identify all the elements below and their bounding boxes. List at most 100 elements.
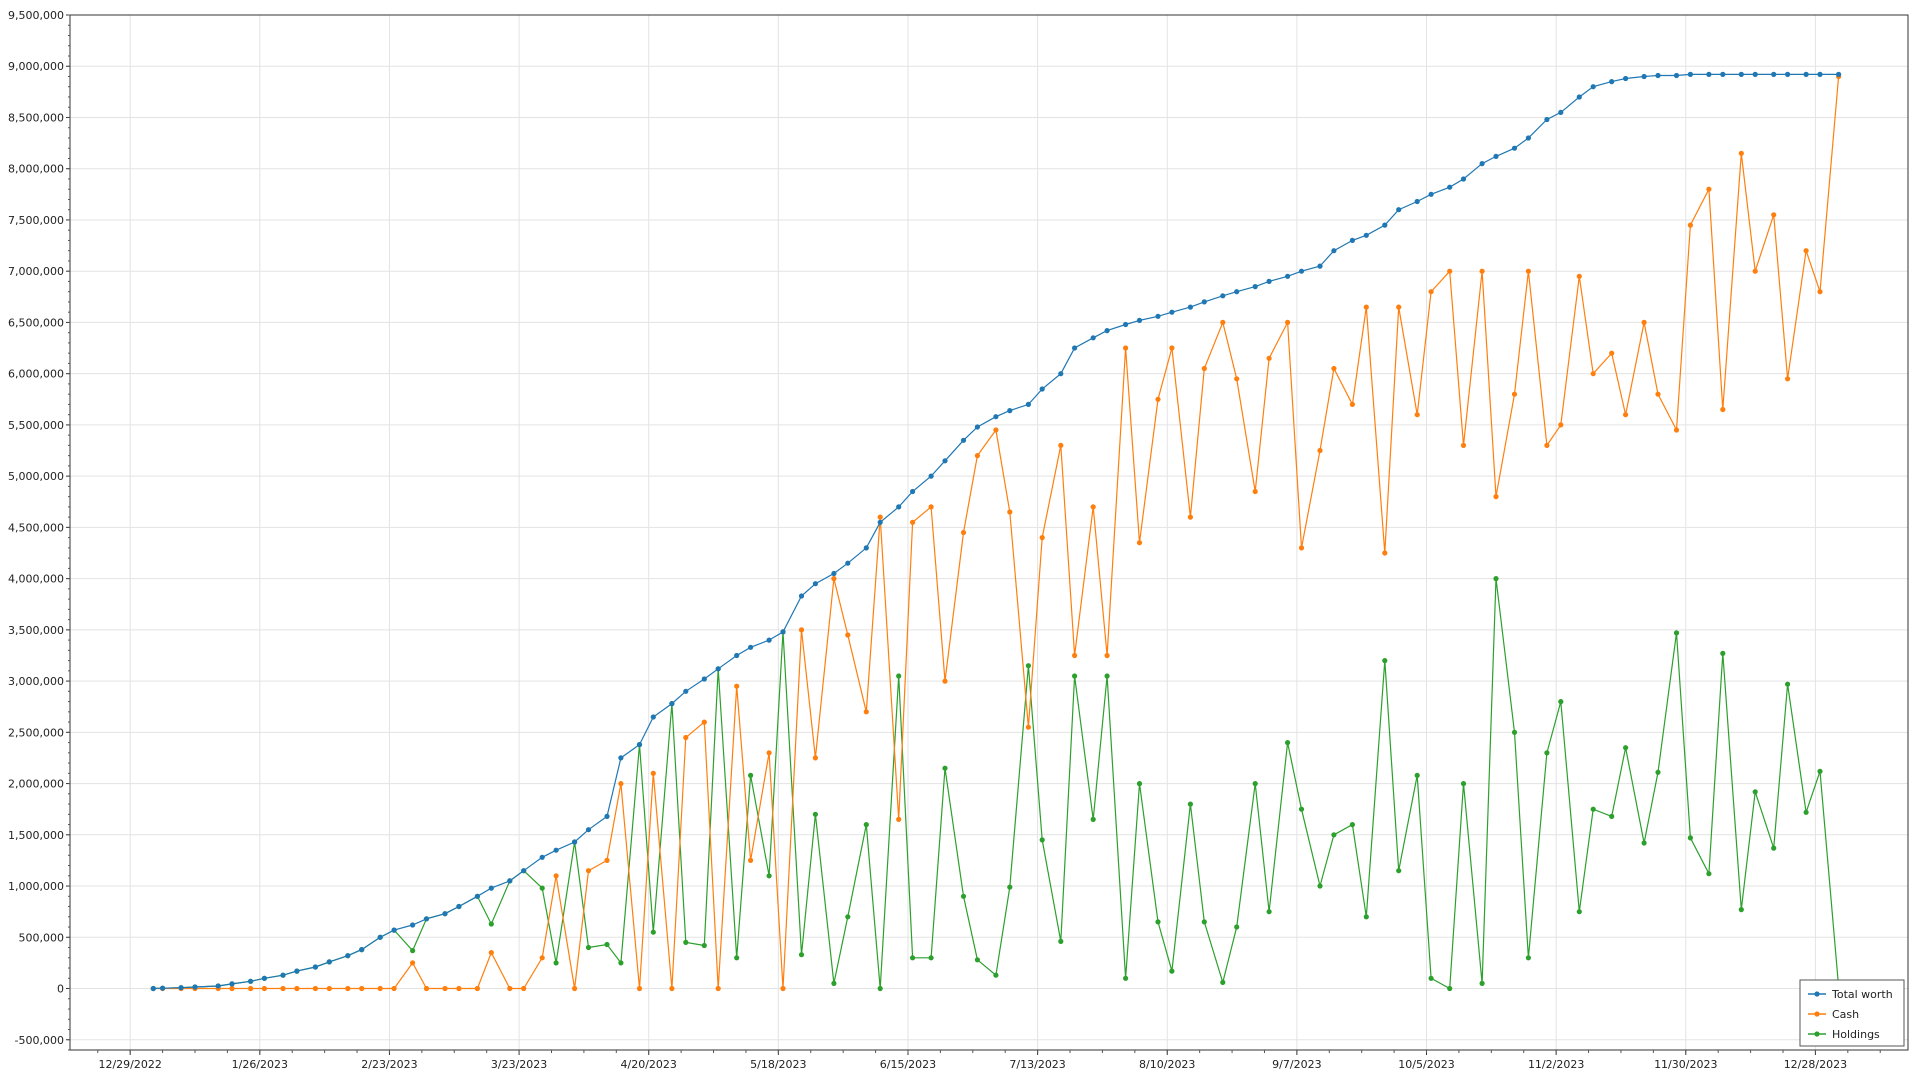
data-point xyxy=(572,839,578,845)
data-point xyxy=(1007,408,1013,414)
data-point xyxy=(1558,699,1564,705)
data-point xyxy=(1331,832,1337,838)
data-point xyxy=(780,985,786,992)
data-point xyxy=(734,652,740,659)
data-point xyxy=(553,847,559,853)
data-point xyxy=(215,983,221,989)
data-point xyxy=(683,688,689,694)
data-point xyxy=(1123,345,1129,351)
data-point xyxy=(1641,73,1647,80)
data-point xyxy=(229,981,235,987)
y-tick-label: 500,000 xyxy=(19,931,65,944)
data-point xyxy=(1544,116,1550,123)
data-point xyxy=(1285,740,1291,746)
data-point xyxy=(1590,806,1596,812)
data-point xyxy=(766,750,772,756)
data-point xyxy=(410,960,416,966)
data-point xyxy=(1785,71,1791,77)
data-point xyxy=(1544,750,1550,756)
data-point xyxy=(1525,268,1531,274)
data-point xyxy=(178,985,184,991)
data-point xyxy=(831,980,837,987)
data-point xyxy=(1609,350,1615,356)
y-tick-label: 7,000,000 xyxy=(8,265,64,278)
y-tick-label: 6,500,000 xyxy=(8,316,64,329)
data-point xyxy=(928,473,934,479)
data-point xyxy=(1234,924,1240,930)
data-point xyxy=(1493,494,1499,500)
data-point xyxy=(474,893,480,899)
data-point xyxy=(1706,186,1712,192)
data-point xyxy=(1136,540,1143,546)
data-point xyxy=(1252,488,1258,495)
data-point xyxy=(1169,309,1175,315)
data-point xyxy=(1803,248,1809,254)
data-point xyxy=(1007,884,1013,890)
data-point xyxy=(993,427,999,433)
data-point xyxy=(896,816,902,823)
data-point xyxy=(1039,386,1045,392)
data-point xyxy=(1460,176,1467,182)
data-point xyxy=(683,734,689,741)
data-point xyxy=(1298,806,1305,812)
data-point xyxy=(391,927,397,933)
data-point xyxy=(1266,909,1272,915)
data-point xyxy=(1817,71,1823,77)
y-tick-label: 1,500,000 xyxy=(8,829,64,842)
data-point xyxy=(1576,909,1582,915)
data-point xyxy=(748,857,754,864)
data-point xyxy=(1738,907,1744,913)
data-point xyxy=(456,903,462,910)
data-point xyxy=(1155,396,1161,402)
data-point xyxy=(1641,840,1647,846)
legend-label: Holdings xyxy=(1832,1028,1880,1041)
data-point xyxy=(1136,781,1143,787)
data-point xyxy=(1234,289,1240,295)
legend-label: Total worth xyxy=(1831,988,1893,1001)
data-point xyxy=(798,593,805,599)
x-tick-label: 8/10/2023 xyxy=(1139,1058,1195,1071)
data-point xyxy=(1511,729,1518,735)
plot-area-frame xyxy=(69,14,1909,1051)
data-point xyxy=(604,941,610,948)
data-point xyxy=(1382,550,1388,556)
data-point xyxy=(896,504,902,510)
y-tick-label: 1,000,000 xyxy=(8,880,64,893)
data-point xyxy=(261,985,267,992)
data-point xyxy=(1025,401,1031,407)
data-point xyxy=(1511,145,1518,151)
data-point xyxy=(1298,545,1305,551)
data-point xyxy=(1220,979,1226,986)
data-point xyxy=(1511,391,1518,397)
data-point xyxy=(521,868,527,874)
data-point xyxy=(1234,376,1240,382)
data-point xyxy=(423,985,430,992)
x-axis: 12/29/2022 1/26/2023 2/23/2023 3/23/2023 4/2… xyxy=(97,1050,1881,1071)
data-point xyxy=(377,934,383,940)
data-point xyxy=(1317,263,1323,269)
data-point xyxy=(960,893,967,899)
data-point xyxy=(701,676,707,682)
data-point xyxy=(442,911,448,917)
y-tick-label: 7,500,000 xyxy=(8,214,64,227)
data-point xyxy=(618,960,624,966)
data-point xyxy=(1187,801,1193,807)
data-point xyxy=(1187,514,1193,520)
x-tick-label: 5/18/2023 xyxy=(750,1058,806,1071)
data-point xyxy=(1609,79,1615,85)
data-point xyxy=(585,868,592,874)
data-point xyxy=(877,519,883,525)
legend-label: Cash xyxy=(1832,1008,1859,1021)
data-point xyxy=(553,873,559,879)
data-point xyxy=(1609,813,1615,820)
data-point xyxy=(748,644,754,650)
data-point xyxy=(312,985,318,992)
data-point xyxy=(1331,248,1337,254)
data-point xyxy=(910,488,916,495)
data-point xyxy=(1058,938,1064,945)
data-point xyxy=(669,701,675,707)
data-point xyxy=(1655,769,1661,775)
grid xyxy=(70,14,1908,1050)
